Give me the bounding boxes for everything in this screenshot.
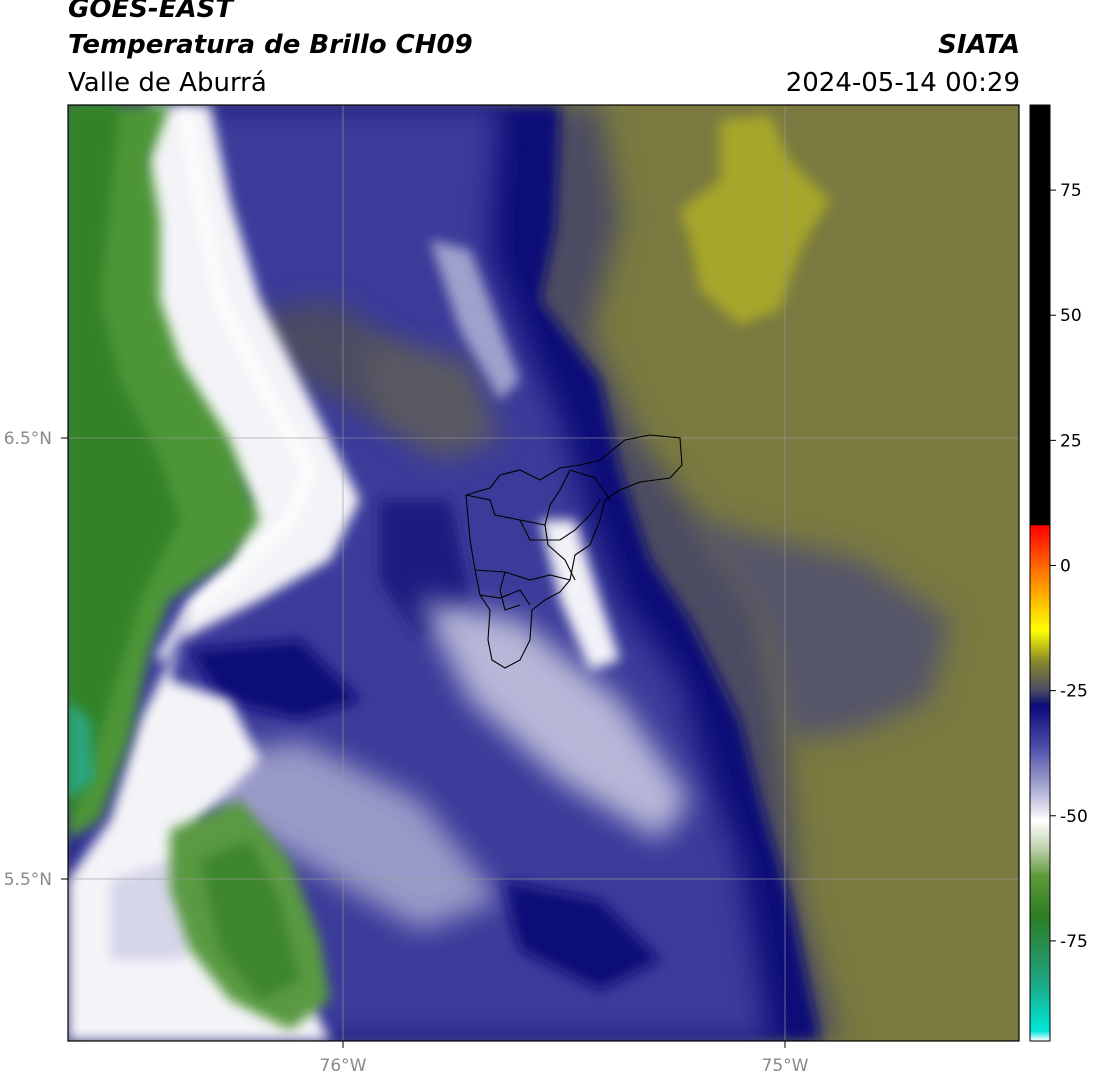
region-subtitle: Valle de Aburrá bbox=[68, 68, 267, 98]
colorbar-tick-label: -75 bbox=[1060, 932, 1088, 952]
satellite-title: GOES-EAST bbox=[68, 0, 234, 24]
colorbar-frame bbox=[1029, 104, 1051, 1042]
map-gridlines bbox=[68, 105, 1019, 1041]
lat-tick-label: 5.5°N bbox=[4, 870, 52, 890]
datetime-label: 2024-05-14 00:29 bbox=[785, 68, 1020, 98]
colorbar-tick-label: 50 bbox=[1060, 306, 1082, 326]
lon-tick-label: 76°W bbox=[320, 1056, 367, 1076]
brightness-temperature-field bbox=[68, 105, 1019, 1041]
organization-label: SIATA bbox=[938, 30, 1020, 60]
map-frame bbox=[67, 104, 1020, 1042]
colorbar-tick-label: -50 bbox=[1060, 807, 1088, 827]
colorbar-gradient bbox=[1030, 105, 1050, 1041]
product-title: Temperatura de Brillo CH09 bbox=[68, 30, 473, 60]
lat-tick-label: 6.5°N bbox=[4, 429, 52, 449]
colorbar-tick-label: 0 bbox=[1060, 556, 1071, 576]
colorbar-tick-label: 75 bbox=[1060, 181, 1082, 201]
colorbar: 75 50 25 0 -25 -50 -75 bbox=[1029, 104, 1088, 1042]
colorbar-tick-label: 25 bbox=[1060, 431, 1082, 451]
lon-tick-label: 75°W bbox=[762, 1056, 809, 1076]
colorbar-tick-label: -25 bbox=[1060, 682, 1088, 702]
aburra-valley-boundaries bbox=[465, 434, 683, 669]
